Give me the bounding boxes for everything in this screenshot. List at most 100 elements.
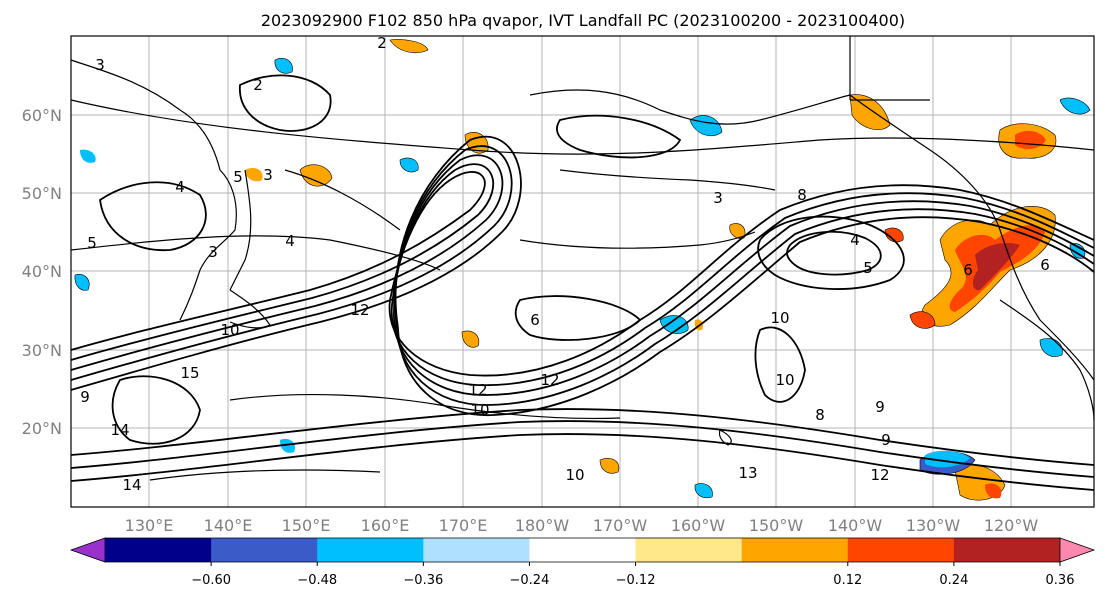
ivt-contour <box>70 136 1095 416</box>
colorbar-segment <box>211 538 318 562</box>
anomaly-patch-negative <box>280 438 296 453</box>
ivt-contour-closed <box>99 181 207 251</box>
colorbar-tick-label: −0.60 <box>191 573 231 588</box>
ivt-contour-closed <box>754 326 806 403</box>
contour-label: 3 <box>208 243 218 261</box>
colorbar-tick-label: 0.24 <box>939 573 968 588</box>
contour-label: 5 <box>863 259 873 277</box>
contour-label: 4 <box>850 231 860 249</box>
anomaly-patch-positive <box>599 458 620 474</box>
colorbar-tick-label: −0.24 <box>510 573 550 588</box>
colorbar-segment <box>953 538 1061 562</box>
colorbar-segment <box>317 538 424 562</box>
contour-label: 2 <box>253 76 263 94</box>
ivt-contour <box>149 469 381 481</box>
ivt-contours <box>70 74 1095 491</box>
ivt-contour <box>70 420 1095 478</box>
contour-label: 3 <box>95 56 105 74</box>
colorbar-outline <box>105 537 1060 563</box>
anomaly-patch-strong <box>985 483 1002 499</box>
ivt-contour <box>70 171 1095 377</box>
colorbar-tick-label: −0.12 <box>616 573 656 588</box>
map-title: 2023092900 F102 850 hPa qvapor, IVT Land… <box>261 11 905 30</box>
ivt-contour <box>70 433 1095 491</box>
colorbar: −0.60−0.48−0.36−0.24−0.120.120.240.360.4… <box>69 537 1096 588</box>
map-frame <box>70 35 1095 508</box>
lat-tick-label: 60°N <box>22 106 62 125</box>
contour-label: 6 <box>963 261 973 279</box>
colorbar-segment <box>105 538 212 562</box>
contour-label: 4 <box>285 232 295 250</box>
anomaly-patch-negative <box>1059 97 1091 115</box>
ivt-contour <box>70 99 1095 155</box>
ivt-contours-thin <box>70 99 1095 481</box>
contour-label: 14 <box>110 421 129 439</box>
anomaly-patch-negative <box>274 58 293 74</box>
lat-tick-label: 50°N <box>22 184 62 203</box>
anomaly-patch-strong <box>884 227 904 243</box>
lat-tick-label: 30°N <box>22 341 62 360</box>
anomaly-patch-positive <box>849 94 891 130</box>
lon-tick-label: 140°E <box>204 516 253 535</box>
contour-label: 10 <box>220 321 239 339</box>
lon-tick-label: 130°E <box>125 516 174 535</box>
north-america-coastline <box>849 94 1095 381</box>
hawaii-coastline <box>718 429 732 446</box>
contour-label: 9 <box>881 431 891 449</box>
lon-tick-label: 160°W <box>671 516 726 535</box>
ivt-contour-closed <box>514 295 642 341</box>
longitude-labels: 130°E 140°E 150°E 160°E 170°E 180°W 170°W 160°W… <box>125 516 1039 535</box>
ivt-contour <box>70 408 1095 466</box>
colorbar-segment <box>529 538 637 562</box>
kamchatka-coastline <box>229 169 252 291</box>
contour-label: 5 <box>87 234 97 252</box>
contour-label: 12 <box>468 381 487 399</box>
colorbar-extend-min <box>69 537 106 563</box>
latitude-labels: 60°N 50°N 40°N 30°N 20°N <box>22 106 62 438</box>
contour-label: 10 <box>470 401 489 419</box>
contour-label: 6 <box>1040 256 1050 274</box>
contour-label: 15 <box>180 364 199 382</box>
ivt-contour-closed <box>757 215 905 290</box>
anomaly-patch-negative <box>399 157 419 173</box>
ivt-contour <box>229 393 621 420</box>
lon-tick-label: 180°W <box>515 516 570 535</box>
anomaly-patch-positive <box>389 39 429 53</box>
contour-label: 4 <box>175 178 185 196</box>
anomaly-patch-positive <box>461 330 480 348</box>
colorbar-tick-label: 0.12 <box>833 573 862 588</box>
ivt-contour-closed <box>786 230 882 276</box>
ivt-contour <box>999 299 1095 421</box>
contour-label: 3 <box>713 189 723 207</box>
contour-label: 10 <box>775 371 794 389</box>
ivt-contour-closed <box>111 375 201 445</box>
ivt-contour-closed <box>239 74 332 132</box>
contour-label: 12 <box>870 466 889 484</box>
contour-label: 9 <box>875 398 885 416</box>
lon-tick-label: 160°E <box>361 516 410 535</box>
colorbar-extend-max <box>1059 537 1096 563</box>
contour-label: 3 <box>263 166 273 184</box>
contour-label: 9 <box>80 388 90 406</box>
colorbar-segments <box>69 537 1096 563</box>
ivt-contour <box>70 235 441 271</box>
colorbar-tick-label: −0.36 <box>403 573 443 588</box>
lon-tick-label: 120°W <box>984 516 1039 535</box>
lat-tick-label: 20°N <box>22 419 62 438</box>
colorbar-segment <box>635 538 743 562</box>
alaska-coastline <box>529 89 851 125</box>
contour-label: 8 <box>815 406 825 424</box>
contour-label: 12 <box>350 301 369 319</box>
contour-label: 13 <box>738 464 757 482</box>
contour-label: 2 <box>377 34 387 52</box>
contour-label: 14 <box>122 476 141 494</box>
lon-tick-label: 130°W <box>906 516 961 535</box>
coastlines <box>70 36 1095 446</box>
lon-tick-label: 150°W <box>749 516 804 535</box>
anomaly-patch-positive <box>245 168 263 182</box>
graticule <box>71 36 1094 507</box>
anomaly-patch-negative <box>694 483 713 499</box>
contour-label: 12 <box>540 371 559 389</box>
